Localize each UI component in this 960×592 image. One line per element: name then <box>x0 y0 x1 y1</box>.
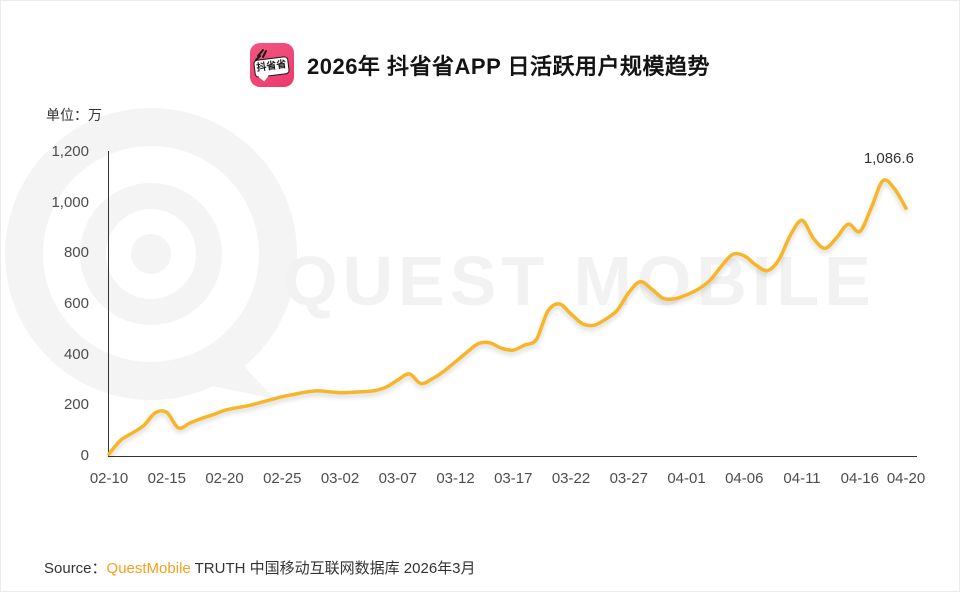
app-icon-label: 抖省省 <box>255 59 287 74</box>
source-brand: QuestMobile <box>106 560 191 577</box>
page-title: 2026年 抖省省APP 日活跃用户规模趋势 <box>306 54 710 79</box>
source-suffix: TRUTH 中国移动互联网数据库 2026年3月 <box>190 560 476 577</box>
dau-trend-line <box>107 178 908 456</box>
unit-label: 单位：万 <box>46 107 102 123</box>
chart-header: 抖省省 2026年 抖省省APP 日活跃用户规模趋势 <box>1 43 959 87</box>
questmobile-watermark-text: QUEST MOBILE <box>283 242 876 320</box>
doushengsheng-app-icon: 抖省省 <box>249 43 294 87</box>
questmobile-watermark-logo <box>5 108 297 400</box>
source-line: Source：QuestMobile TRUTH 中国移动互联网数据库 2026… <box>44 557 476 578</box>
source-prefix: Source： <box>44 560 107 577</box>
peak-value-label: 1,086.6 <box>863 149 914 167</box>
